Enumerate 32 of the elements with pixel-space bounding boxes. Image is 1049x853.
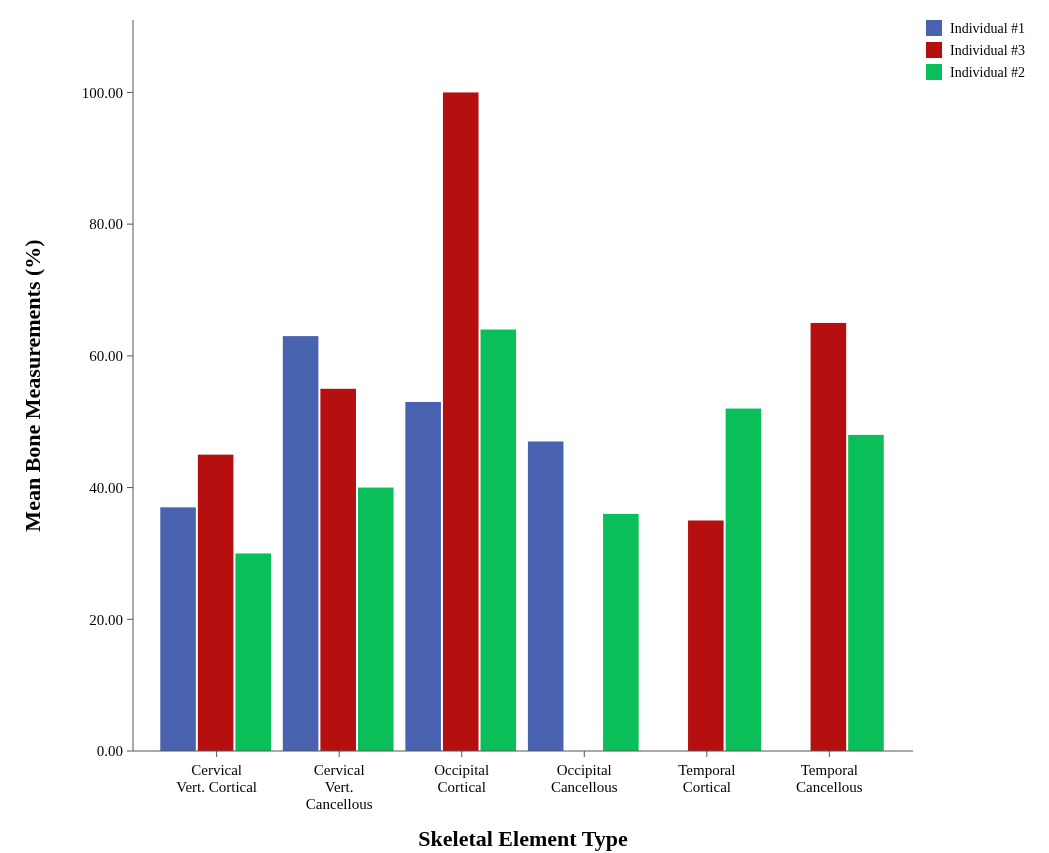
y-tick-label: 0.00 <box>96 743 123 760</box>
legend-label: Individual #2 <box>950 64 1026 80</box>
bar <box>480 329 517 751</box>
bar <box>688 520 724 751</box>
x-axis-title: Skeletal Element Type <box>418 826 628 851</box>
x-tick-label: Cervical Vert. Cancellous <box>305 762 373 812</box>
bar <box>810 322 847 751</box>
legend-label: Individual #1 <box>950 20 1026 36</box>
x-tick-label: Occipital Cancellous <box>550 762 618 795</box>
y-tick-label: 40.00 <box>89 479 123 496</box>
legend-label: Individual #3 <box>950 42 1026 58</box>
y-tick-label: 80.00 <box>89 216 123 233</box>
bar <box>603 513 639 751</box>
bar <box>160 507 196 751</box>
bar <box>725 408 762 751</box>
bar <box>848 434 884 751</box>
x-tick-label: Temporal Cancellous <box>796 762 863 795</box>
x-tick-label: Cervical Vert. Cortical <box>176 762 258 795</box>
y-tick-label: 100.00 <box>81 84 123 101</box>
x-tick-label: Temporal Cortical <box>678 762 736 795</box>
y-axis-title: Mean Bone Measurements (%) <box>20 239 45 532</box>
bar <box>527 441 564 751</box>
bar <box>357 487 394 751</box>
bar <box>320 388 356 751</box>
bar <box>405 401 441 751</box>
x-tick-label: Occipital Cortical <box>434 762 490 795</box>
bar <box>235 553 271 751</box>
bar <box>442 92 479 751</box>
y-tick-label: 60.00 <box>89 348 123 365</box>
bar <box>282 336 319 751</box>
y-tick-label: 20.00 <box>89 611 123 628</box>
bar <box>197 454 234 751</box>
